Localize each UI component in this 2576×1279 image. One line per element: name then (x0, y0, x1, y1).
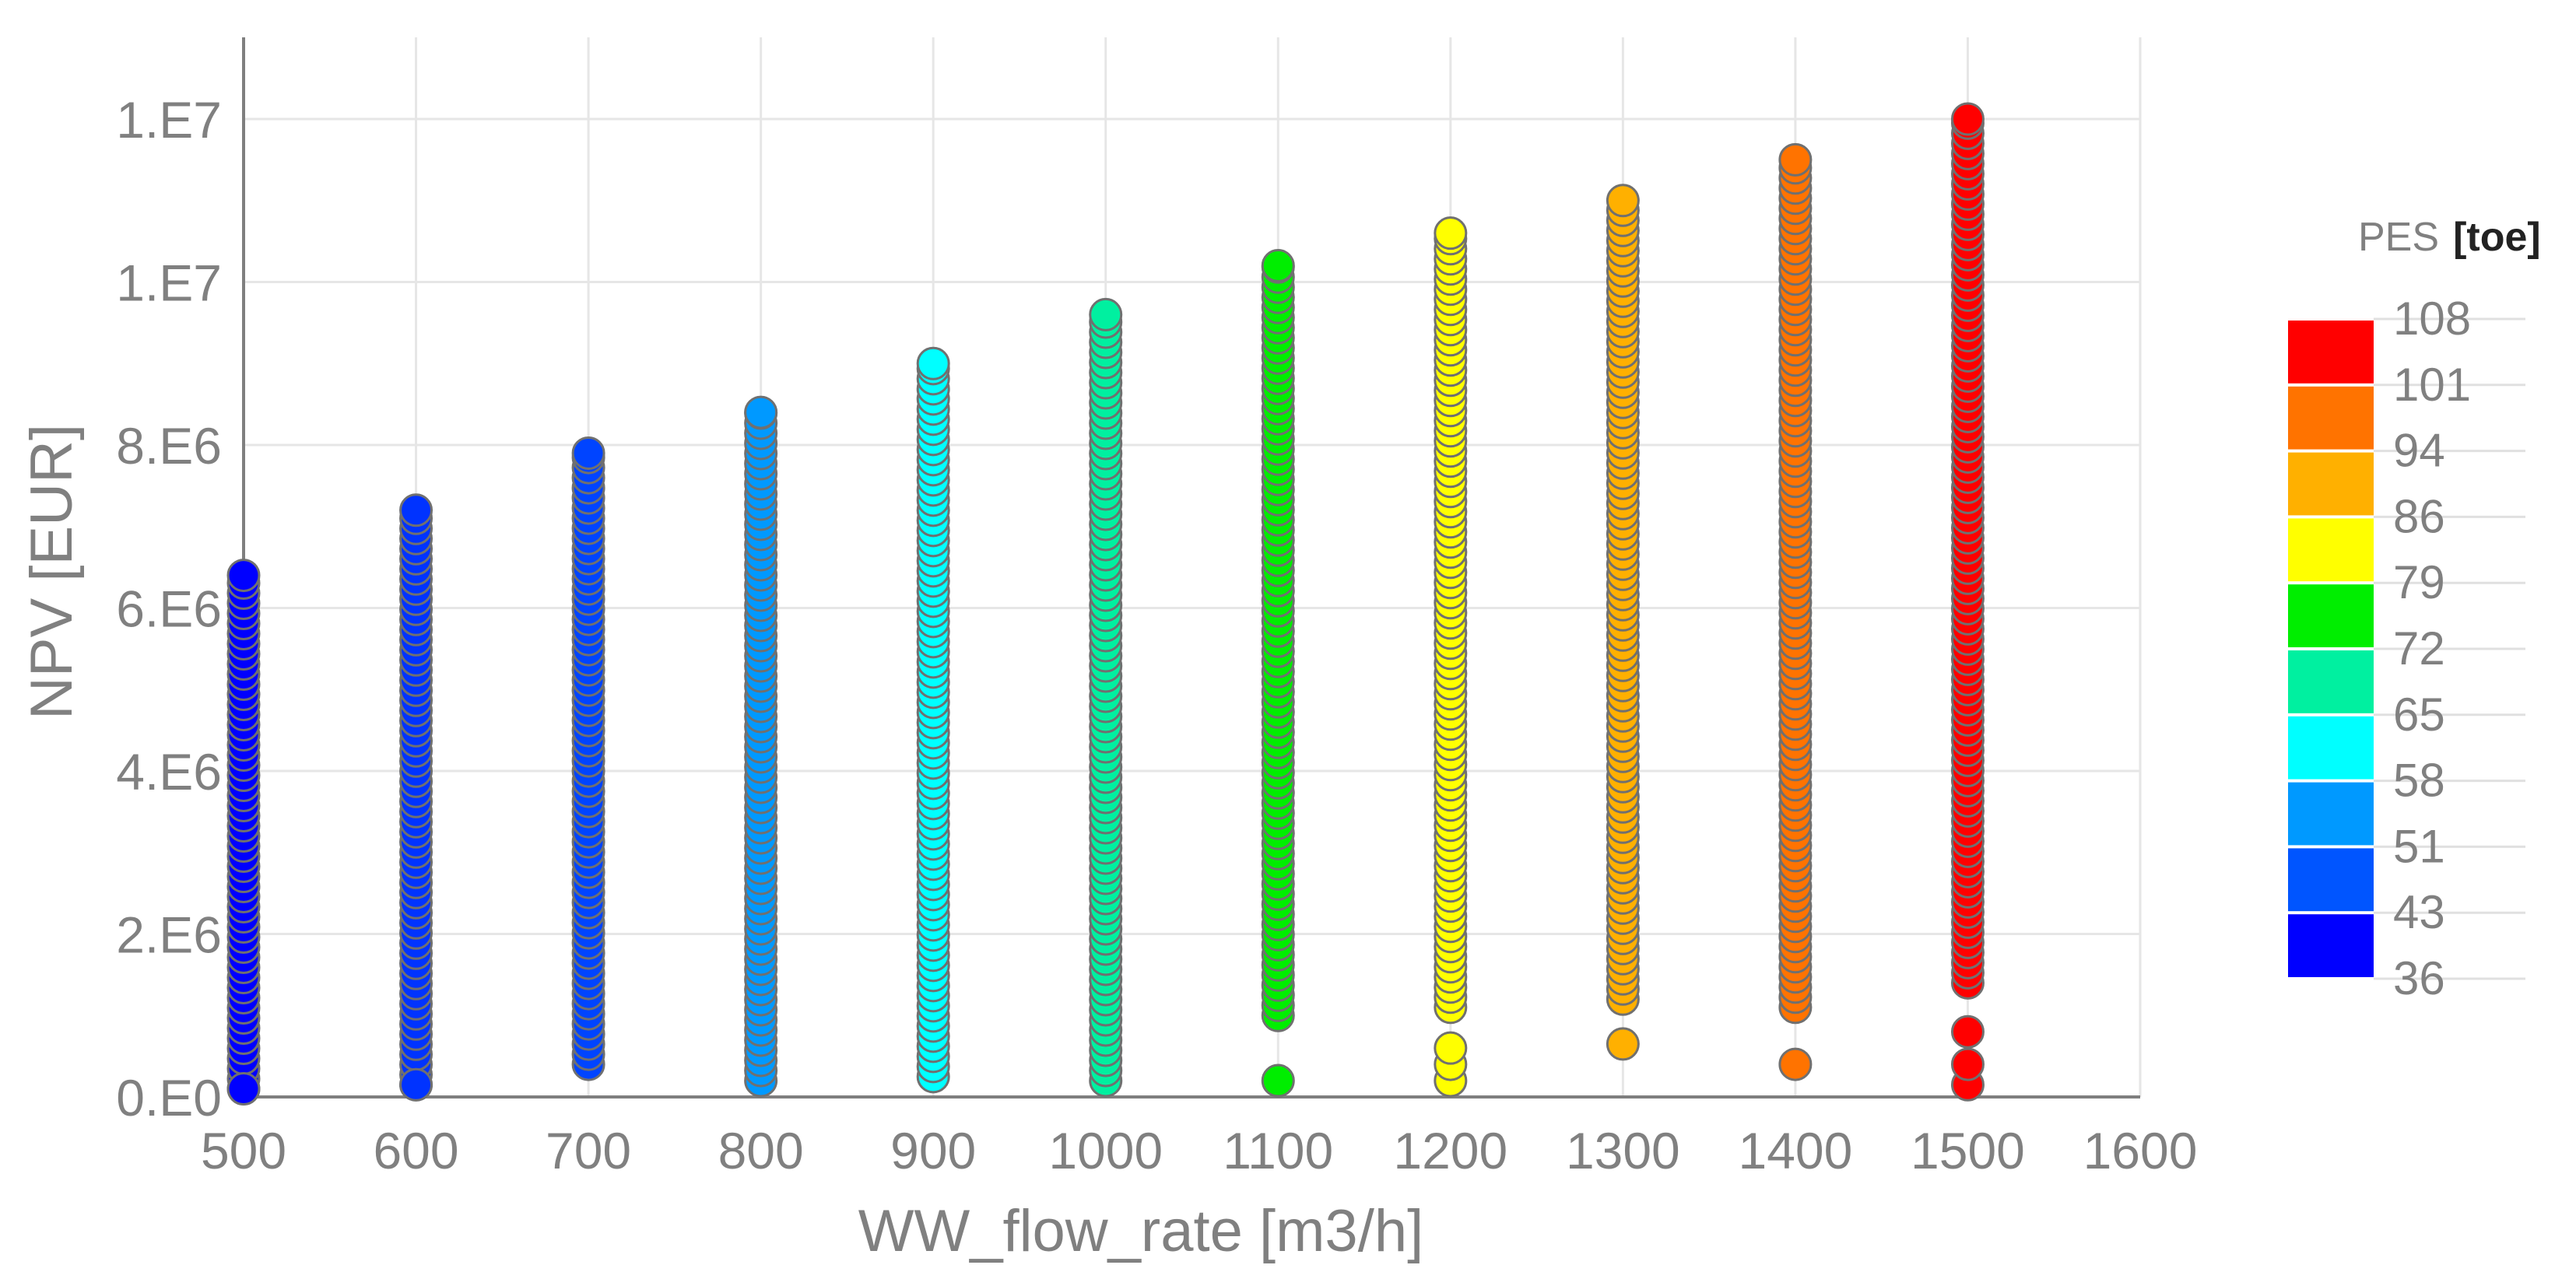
data-point (1089, 297, 1123, 331)
data-point (399, 1067, 433, 1102)
legend-swatch (2288, 782, 2374, 846)
data-point (1778, 1047, 1813, 1081)
legend-swatch (2288, 452, 2374, 516)
data-point (226, 559, 261, 593)
data-point (1606, 1027, 1640, 1061)
series-1200 (1434, 216, 1468, 1098)
data-point (1434, 1031, 1468, 1065)
series-500 (226, 559, 261, 1106)
legend-unit: [toe] (2453, 215, 2541, 260)
legend-swatch (2288, 716, 2374, 780)
legend-swatch (2288, 584, 2374, 647)
y-tick-label: 8.E6 (116, 417, 222, 475)
grid-lines (244, 37, 2142, 1097)
legend-swatch (2288, 321, 2374, 384)
y-axis-title: NPV [EUR] (19, 424, 85, 720)
legend-label: 72 (2393, 622, 2445, 675)
legend-swatch (2288, 848, 2374, 912)
y-tick-label: 2.E6 (116, 906, 222, 964)
series-700 (571, 436, 605, 1081)
y-tick-label: 4.E6 (116, 743, 222, 801)
data-point (1261, 1063, 1295, 1098)
data-point (1950, 1014, 1985, 1049)
legend-label: 43 (2393, 886, 2445, 938)
y-tick-labels: 0.E0 2.E6 4.E6 6.E6 8.E6 1.E7 1.E7 (116, 91, 222, 1127)
legend-label: 65 (2393, 689, 2445, 741)
series-1400 (1778, 142, 1813, 1081)
data-point (571, 436, 605, 470)
legend-label: 101 (2393, 359, 2471, 411)
data-point (1950, 1047, 1985, 1081)
data-point (916, 346, 950, 380)
x-tick-label: 800 (718, 1122, 804, 1179)
legend-swatch (2288, 386, 2374, 450)
legend-label: 36 (2393, 952, 2445, 1004)
data-point (744, 395, 778, 429)
series-800 (744, 395, 778, 1098)
legend-swatch (2288, 518, 2374, 582)
data-point (1261, 249, 1295, 283)
series-1500 (1950, 102, 1985, 1102)
x-tick-label: 1600 (2083, 1122, 2198, 1179)
data-point (226, 1072, 261, 1106)
legend-swatch (2288, 650, 2374, 713)
legend-swatches (2288, 321, 2374, 977)
legend-label: 51 (2393, 820, 2445, 872)
series-1300 (1606, 184, 1640, 1061)
x-axis-title: WW_flow_rate [m3/h] (858, 1198, 1423, 1264)
legend-label: 86 (2393, 490, 2445, 542)
x-tick-label: 1100 (1223, 1122, 1333, 1179)
series-1100 (1261, 249, 1295, 1098)
legend-label: 94 (2393, 425, 2445, 477)
data-point (1950, 102, 1985, 136)
series-900 (916, 346, 950, 1094)
x-tick-label: 900 (890, 1122, 976, 1179)
x-tick-labels: 500 600 700 800 900 1000 1100 1200 1300 1400 1500 1… (201, 1122, 2197, 1179)
legend-labels: 108 101 94 86 79 72 65 58 51 43 36 (2374, 293, 2525, 1004)
x-tick-label: 1500 (1911, 1122, 2025, 1179)
y-tick-label: 1.E7 (116, 254, 222, 312)
x-tick-label: 1000 (1048, 1122, 1163, 1179)
legend-title-text: PES (2358, 215, 2439, 260)
x-tick-label: 700 (546, 1122, 631, 1179)
legend-label: 79 (2393, 556, 2445, 608)
legend-title: PES [toe] (2358, 215, 2541, 260)
color-legend: PES [toe] 108 101 94 86 79 72 65 58 51 43 36 (2288, 215, 2541, 1004)
x-tick-label: 1300 (1566, 1122, 1680, 1179)
data-point (1434, 216, 1468, 251)
x-tick-label: 600 (373, 1122, 458, 1179)
x-tick-label: 500 (201, 1122, 286, 1179)
x-tick-label: 1400 (1738, 1122, 1852, 1179)
data-point (1778, 142, 1813, 177)
series-600 (399, 493, 433, 1102)
data-point (399, 493, 433, 527)
series-1000 (1089, 297, 1123, 1098)
legend-swatch (2288, 914, 2374, 977)
legend-label: 58 (2393, 755, 2445, 807)
y-tick-label: 0.E0 (116, 1069, 222, 1127)
data-points (226, 102, 1985, 1106)
data-point (1606, 184, 1640, 218)
legend-label: 108 (2393, 293, 2471, 345)
axes (242, 37, 2140, 1099)
y-tick-label: 6.E6 (116, 580, 222, 638)
y-tick-label: 1.E7 (116, 91, 222, 149)
x-tick-label: 1200 (1393, 1122, 1507, 1179)
